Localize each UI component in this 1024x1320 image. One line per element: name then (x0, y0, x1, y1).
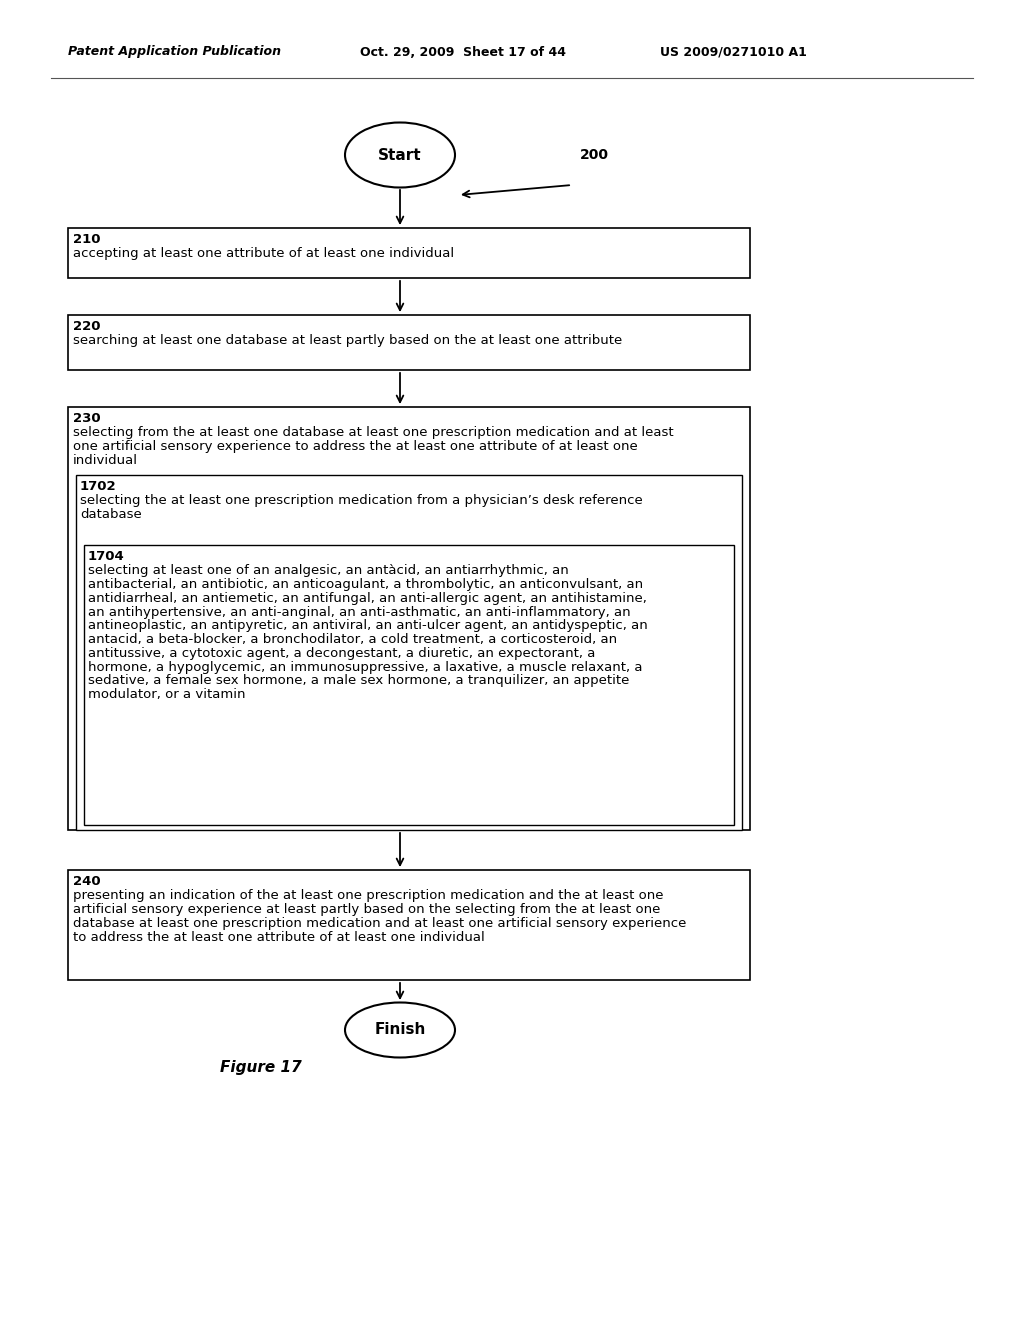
Text: 1704: 1704 (88, 550, 125, 564)
Text: artificial sensory experience at least partly based on the selecting from the at: artificial sensory experience at least p… (73, 903, 660, 916)
Text: selecting at least one of an analgesic, an antàcid, an antiarrhythmic, an: selecting at least one of an analgesic, … (88, 564, 568, 577)
Text: hormone, a hypoglycemic, an immunosuppressive, a laxative, a muscle relaxant, a: hormone, a hypoglycemic, an immunosuppre… (88, 661, 642, 673)
Ellipse shape (345, 1002, 455, 1057)
Bar (68, 407, 750, 830)
Text: Figure 17: Figure 17 (220, 1060, 302, 1074)
Text: modulator, or a vitamin: modulator, or a vitamin (88, 688, 246, 701)
Ellipse shape (345, 123, 455, 187)
Bar (68, 315, 750, 370)
Text: 200: 200 (580, 148, 609, 162)
Text: an antihypertensive, an anti-anginal, an anti-asthmatic, an anti-inflammatory, a: an antihypertensive, an anti-anginal, an… (88, 606, 631, 619)
Text: Finish: Finish (375, 1023, 426, 1038)
Text: one artificial sensory experience to address the at least one attribute of at le: one artificial sensory experience to add… (73, 440, 638, 453)
Text: 240: 240 (73, 875, 100, 888)
Text: database: database (80, 508, 141, 521)
Text: sedative, a female sex hormone, a male sex hormone, a tranquilizer, an appetite: sedative, a female sex hormone, a male s… (88, 675, 630, 688)
Text: antibacterial, an antibiotic, an anticoagulant, a thrombolytic, an anticonvulsan: antibacterial, an antibiotic, an anticoa… (88, 578, 643, 591)
Text: accepting at least one attribute of at least one individual: accepting at least one attribute of at l… (73, 247, 454, 260)
Text: Oct. 29, 2009  Sheet 17 of 44: Oct. 29, 2009 Sheet 17 of 44 (360, 45, 566, 58)
Text: selecting the at least one prescription medication from a physician’s desk refer: selecting the at least one prescription … (80, 494, 643, 507)
Text: antacid, a beta-blocker, a bronchodilator, a cold treatment, a corticosteroid, a: antacid, a beta-blocker, a bronchodilato… (88, 634, 617, 645)
Text: Start: Start (378, 148, 422, 162)
Text: selecting from the at least one database at least one prescription medication an: selecting from the at least one database… (73, 426, 674, 440)
Text: searching at least one database at least partly based on the at least one attrib: searching at least one database at least… (73, 334, 623, 347)
Text: Patent Application Publication: Patent Application Publication (68, 45, 281, 58)
Text: 210: 210 (73, 234, 100, 246)
Bar (76, 475, 742, 830)
Text: antineoplastic, an antipyretic, an antiviral, an anti-ulcer agent, an antidyspep: antineoplastic, an antipyretic, an antiv… (88, 619, 648, 632)
Bar (68, 870, 750, 979)
Text: US 2009/0271010 A1: US 2009/0271010 A1 (660, 45, 807, 58)
Text: antidiarrheal, an antiemetic, an antifungal, an anti-allergic agent, an antihist: antidiarrheal, an antiemetic, an antifun… (88, 591, 647, 605)
Bar (84, 545, 734, 825)
Text: 230: 230 (73, 412, 100, 425)
Text: to address the at least one attribute of at least one individual: to address the at least one attribute of… (73, 931, 484, 944)
Text: individual: individual (73, 454, 138, 467)
Bar (68, 228, 750, 279)
Text: database at least one prescription medication and at least one artificial sensor: database at least one prescription medic… (73, 917, 686, 929)
Text: presenting an indication of the at least one prescription medication and the at : presenting an indication of the at least… (73, 890, 664, 903)
Text: 1702: 1702 (80, 480, 117, 492)
Text: antitussive, a cytotoxic agent, a decongestant, a diuretic, an expectorant, a: antitussive, a cytotoxic agent, a decong… (88, 647, 595, 660)
Text: 220: 220 (73, 319, 100, 333)
